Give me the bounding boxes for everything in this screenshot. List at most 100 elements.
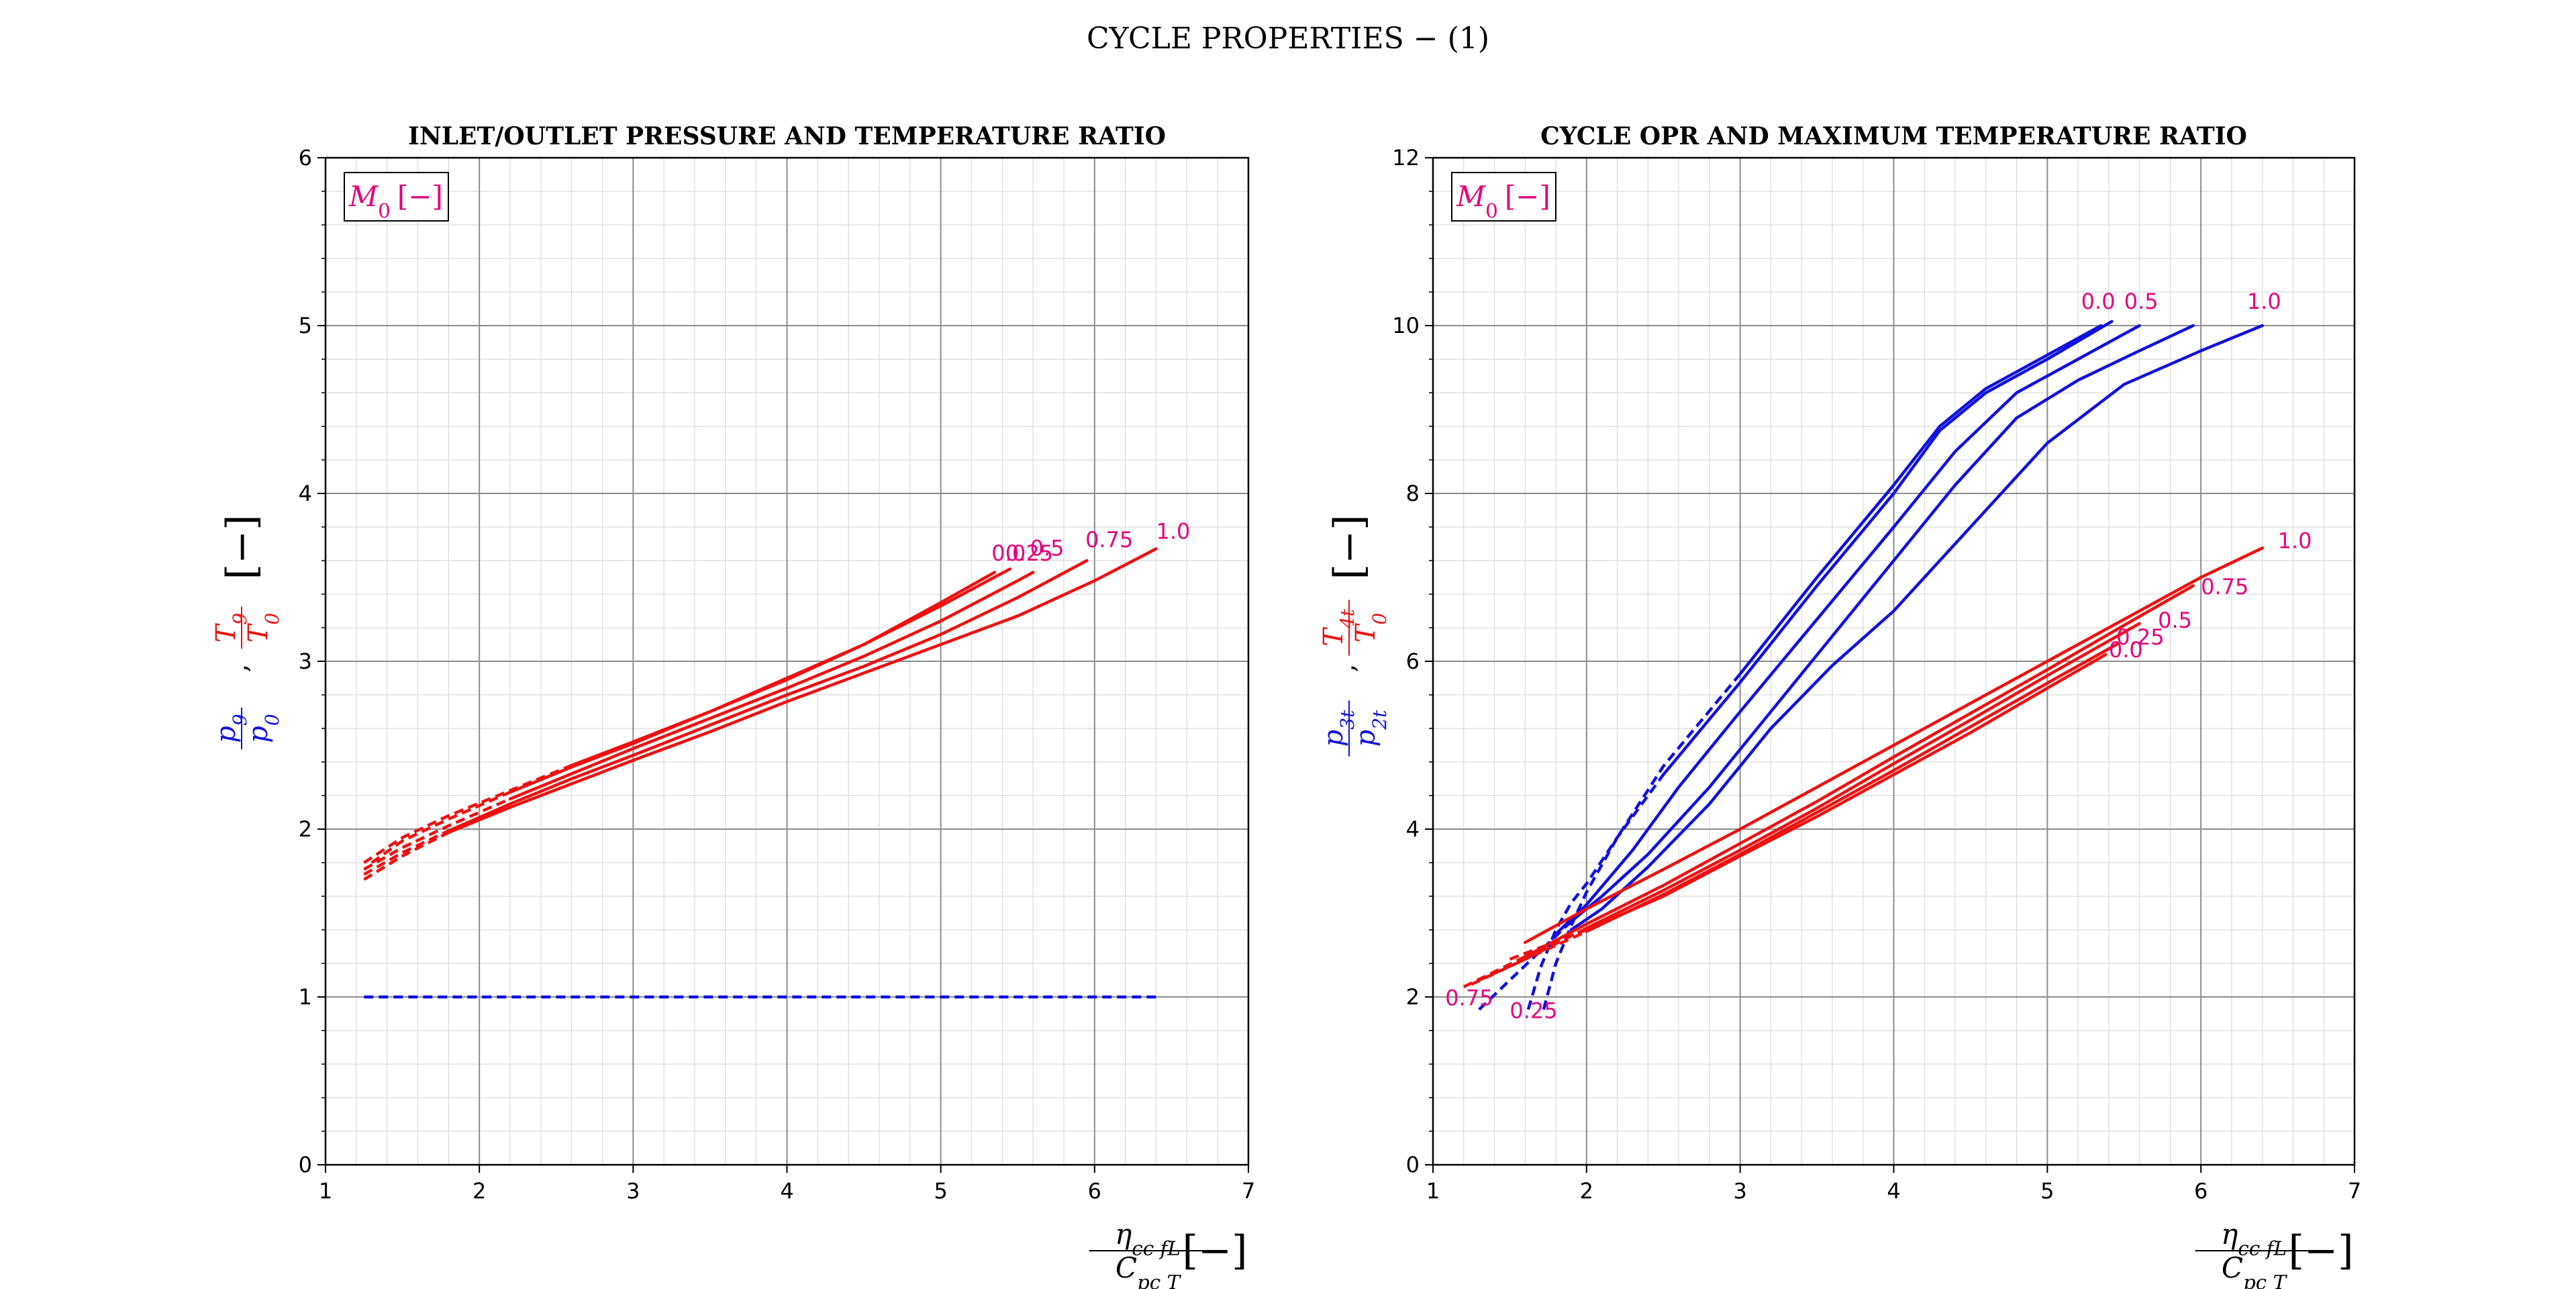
x-tick-label: 2 (473, 1178, 486, 1204)
legend-text: M0 [−] (348, 180, 443, 222)
mach-label: 0.5 (1030, 536, 1064, 561)
series-line-3 (1569, 324, 2195, 923)
y-axis-label-blue-fraction-den-sub: 2t (1369, 710, 1391, 730)
x-axis-label-fraction-den-sub: pc T (1137, 1271, 1182, 1289)
y-axis-label-red-fraction-num-base: T (1318, 626, 1349, 647)
series-line-2 (508, 571, 1035, 801)
legend-text-sub: 0 (378, 199, 391, 222)
mach-label: 1.0 (2278, 528, 2312, 553)
x-axis-label-fraction-num-sub: cc fL (2238, 1237, 2287, 1260)
series-line-2 (1554, 324, 2141, 936)
y-axis-label-red-fraction-den-base: T (1350, 622, 1381, 642)
mach-label: 0.75 (1085, 527, 1133, 553)
legend-box (344, 172, 449, 222)
mach-label: 0.25 (1005, 540, 1053, 566)
y-axis-label-red-fraction-den-base: T (243, 622, 274, 642)
x-tick-label: 4 (1887, 1178, 1900, 1204)
mach-label: 0.0 (2081, 289, 2116, 314)
x-axis-label-fraction-num: ηcc fL (2221, 1218, 2287, 1260)
series-line-1 (508, 567, 1012, 794)
legend-text-var: M (348, 180, 379, 213)
y-axis-label-blue-fraction-den-base: p (243, 726, 274, 743)
x-tick-label: 5 (934, 1178, 947, 1204)
series-line-dashed-4 (363, 830, 450, 881)
chart-title: INLET/OUTLET PRESSURE AND TEMPERATURE RA… (408, 122, 1166, 150)
mach-label: 1.0 (2247, 289, 2281, 314)
legend-text-sub: 0 (1485, 199, 1498, 222)
y-tick-label: 5 (299, 313, 312, 338)
series-line-8 (1524, 584, 2195, 959)
y-tick-label: 2 (299, 816, 312, 842)
y-axis-label-red-fraction-den-sub: 0 (1369, 613, 1391, 625)
series-line-0 (1738, 324, 2103, 676)
y-tick-label: 1 (299, 984, 312, 1010)
legend-text: M0 [−] (1456, 180, 1550, 222)
series-line-dashed-2 (363, 797, 511, 871)
x-tick-label: 4 (780, 1178, 793, 1204)
annotations: 0.0 0.5 1.01.00.750.50.250.00.75 0.25 (1445, 289, 2312, 1023)
x-tick-label: 3 (1733, 1178, 1746, 1204)
x-axis-label-fraction-den-sub: pc T (2243, 1271, 2288, 1289)
series-line-1 (1662, 320, 2114, 777)
x-axis-label-fraction-num-sub: cc fL (1132, 1237, 1181, 1260)
chart-title: CYCLE OPR AND MAXIMUM TEMPERATURE RATIO (1540, 122, 2247, 150)
y-tick-label: 6 (1406, 649, 1420, 674)
y-axis-label-red-fraction-den-sub: 0 (261, 613, 283, 625)
y-axis-label-blue-fraction-num-base: p (1318, 730, 1349, 747)
y-tick-label: 12 (1392, 145, 1420, 171)
y-axis-label-blue-fraction-den: p0 (243, 714, 283, 743)
mach-label: 0.25 (1509, 998, 1557, 1023)
x-axis-label-fraction-den: Cpc T (2222, 1251, 2288, 1289)
series-line-dashed-3 (1478, 920, 1573, 1011)
series-line-dashed-7 (1471, 926, 1587, 986)
series-line-dashed-1 (1526, 773, 1665, 1010)
x-tick-label: 6 (1088, 1178, 1101, 1204)
series-line-6 (1585, 642, 2118, 933)
x-tick-label: 7 (1242, 1178, 1255, 1204)
y-axis-label-blue-fraction-num: p9 (211, 714, 251, 743)
mach-label: 0.5 (2158, 608, 2192, 633)
series-line-3 (447, 559, 1089, 832)
x-axis-label-fraction-num-base: η (1115, 1218, 1132, 1251)
y-axis-label-bracket: [−] (218, 514, 265, 579)
x-axis-label-fraction-num: ηcc fL (1115, 1218, 1181, 1260)
y-axis-label-red-fraction-den: T0 (243, 613, 283, 643)
x-axis-label-bracket: [−] (2288, 1227, 2353, 1274)
y-tick-label: 2 (1406, 984, 1420, 1010)
x-tick-label: 7 (2348, 1178, 2361, 1204)
y-axis-label-blue-fraction-den-sub: 0 (261, 714, 283, 726)
x-tick-label: 2 (1580, 1178, 1593, 1204)
x-tick-label: 1 (319, 1178, 332, 1204)
mach-label: 0.0 (2109, 637, 2143, 663)
y-tick-label: 6 (299, 145, 312, 171)
x-axis-label-fraction-num-base: η (2221, 1218, 2238, 1251)
y-axis-label-red-fraction-num: T9 (211, 613, 251, 643)
y-tick-label: 0 (1406, 1152, 1420, 1178)
y-axis-label-blue-fraction-den: p2t (1350, 710, 1391, 747)
y-tick-label: 3 (299, 649, 312, 674)
y-tick-label: 4 (299, 481, 312, 506)
legend-text-var: M (1456, 180, 1486, 213)
y-axis-label-blue-fraction-num: p3t (1318, 710, 1358, 747)
y-axis-label-blue-fraction-num-sub: 3t (1336, 710, 1358, 730)
series-line-dashed-1 (370, 790, 511, 864)
series-line-9 (1524, 546, 2264, 945)
x-tick-label: 3 (626, 1178, 640, 1204)
x-axis-label-fraction-den-base: C (1116, 1251, 1137, 1284)
x-tick-label: 5 (2040, 1178, 2054, 1204)
y-axis-label-red-fraction-den: T0 (1350, 613, 1391, 643)
series-line-0 (570, 571, 997, 767)
figure-title: CYCLE PROPERTIES − (1) (1087, 21, 1489, 56)
mach-label: 0.5 (2124, 289, 2159, 314)
y-tick-label: 0 (299, 1152, 312, 1178)
x-axis-label-bracket: [−] (1182, 1227, 1247, 1274)
